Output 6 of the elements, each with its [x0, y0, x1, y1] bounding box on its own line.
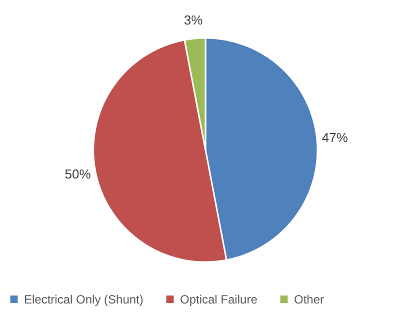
legend-label: Electrical Only (Shunt) [24, 292, 144, 306]
data-label: 3% [184, 12, 204, 28]
data-label: 47% [322, 130, 348, 145]
data-label: 50% [64, 166, 92, 182]
legend-label: Other [294, 292, 324, 306]
legend-label: Optical Failure [180, 292, 258, 306]
